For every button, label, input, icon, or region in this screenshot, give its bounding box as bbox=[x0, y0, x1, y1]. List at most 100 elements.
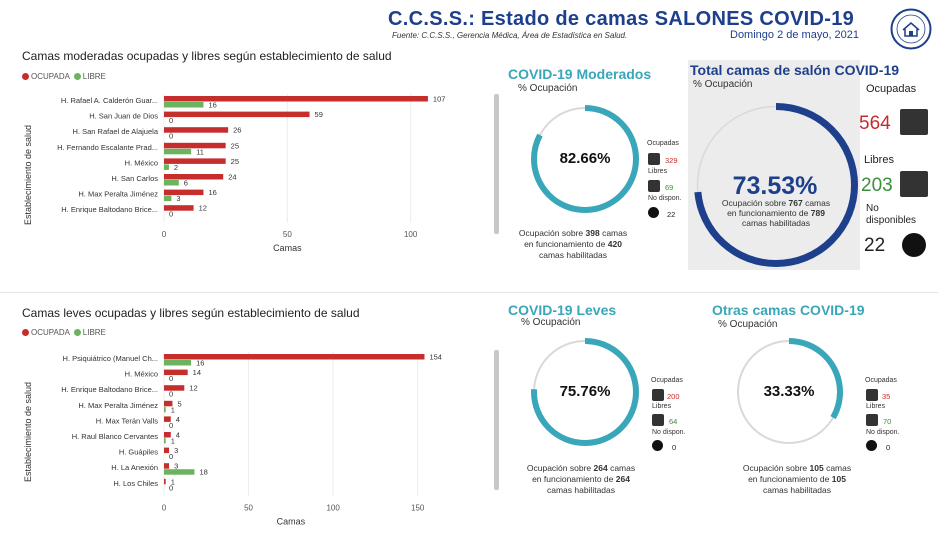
free-bed-icon bbox=[866, 414, 878, 426]
kpi-moderados-ocupadas: 329 bbox=[665, 156, 678, 165]
kpi-moderados-nodisp-label: No dispon. bbox=[648, 195, 682, 202]
bar-libre[interactable] bbox=[164, 164, 169, 170]
data-label: 16 bbox=[196, 359, 204, 368]
bar-ocupada[interactable] bbox=[164, 463, 170, 469]
donut-fill bbox=[531, 105, 639, 213]
category-label: H. San Juan de Dios bbox=[89, 112, 158, 121]
kpi-otras-nodisp: 0 bbox=[886, 443, 891, 452]
bar-libre[interactable] bbox=[164, 195, 172, 202]
bar-libre[interactable] bbox=[164, 438, 166, 444]
bar-ocupada[interactable] bbox=[164, 416, 171, 422]
kpi-otras-title: Otras camas COVID-19 bbox=[712, 302, 865, 318]
category-label: H. Enrique Baltodano Brice... bbox=[61, 385, 158, 394]
kpi-leves-donut bbox=[531, 338, 639, 446]
data-label: 1 bbox=[171, 405, 175, 414]
occupied-bed-icon bbox=[866, 389, 878, 401]
bar-ocupada[interactable] bbox=[164, 432, 171, 438]
legend-ocupada-icon bbox=[22, 73, 29, 81]
x-tick-label: 50 bbox=[283, 230, 292, 239]
data-label: 12 bbox=[199, 204, 207, 213]
category-label: H. Max Peralta Jiménez bbox=[78, 401, 158, 410]
kpi-leves-value: 75.76% bbox=[559, 383, 611, 400]
bar-libre[interactable] bbox=[164, 102, 204, 108]
x-tick-label: 150 bbox=[411, 503, 425, 512]
kpi-leves-ocupadas: 200 bbox=[667, 392, 680, 401]
data-label: 3 bbox=[176, 194, 180, 203]
data-label: 0 bbox=[169, 390, 173, 399]
bar-ocupada[interactable] bbox=[164, 354, 425, 360]
kpi-total-caption: Ocupación sobre 767 camas en funcionamie… bbox=[721, 198, 831, 228]
kpi-total-ocupadas-label: Ocupadas bbox=[866, 83, 917, 95]
data-label: 18 bbox=[199, 468, 207, 477]
data-label: 4 bbox=[176, 415, 180, 424]
bar-ocupada[interactable] bbox=[164, 189, 204, 196]
kpi-leves-subtitle: % Ocupación bbox=[521, 317, 581, 328]
source-note: Fuente: C.C.S.S., Gerencia Médica, Área … bbox=[392, 31, 628, 40]
bar-ocupada[interactable] bbox=[164, 174, 224, 180]
data-label: 0 bbox=[169, 452, 173, 461]
category-label: H. Raul Blanco Cervantes bbox=[72, 432, 159, 441]
data-label: 0 bbox=[169, 421, 173, 430]
bar-ocupada[interactable] bbox=[164, 96, 428, 102]
bar-ocupada[interactable] bbox=[164, 447, 170, 454]
bar-libre[interactable] bbox=[164, 180, 179, 186]
data-label: 3 bbox=[174, 446, 178, 455]
kpi-total-libres: 203 bbox=[861, 175, 893, 196]
kpi-leves-title: COVID-19 Leves bbox=[508, 302, 617, 318]
bar-ocupada[interactable] bbox=[164, 127, 229, 133]
kpi-total-subtitle: % Ocupación bbox=[693, 79, 753, 90]
section-divider bbox=[0, 292, 938, 293]
kpi-otras-libres-label: Libres bbox=[866, 403, 886, 410]
kpi-moderados-value: 82.66% bbox=[559, 150, 611, 167]
category-label: H. Los Chiles bbox=[113, 479, 158, 488]
kpi-moderados-subtitle: % Ocupación bbox=[518, 83, 578, 94]
chart-moderadas: 0 50 100 Camas H. Rafael A. Calderón Guar...… bbox=[57, 94, 445, 253]
bar-libre[interactable] bbox=[164, 406, 166, 413]
chart-moderadas-scrollbar[interactable] bbox=[494, 94, 499, 234]
bar-ocupada[interactable] bbox=[164, 142, 226, 149]
legend-libre-label: LIBRE bbox=[82, 328, 106, 337]
category-label: H. Guápiles bbox=[119, 448, 158, 457]
kpi-total-libres-label: Libres bbox=[864, 154, 894, 166]
kpi-moderados-ocupadas-label: Ocupadas bbox=[647, 140, 679, 147]
bar-libre[interactable] bbox=[164, 469, 195, 475]
kpi-total-value: 73.53% bbox=[732, 172, 818, 200]
bar-ocupada[interactable] bbox=[164, 400, 173, 407]
bar-ocupada[interactable] bbox=[164, 205, 194, 211]
bar-ocupada[interactable] bbox=[164, 385, 185, 391]
category-label: H. Rafael A. Calderón Guar... bbox=[61, 96, 158, 105]
bar-libre[interactable] bbox=[164, 148, 192, 155]
category-label: H. México bbox=[125, 370, 158, 379]
kpi-otras-ocupadas-label: Ocupadas bbox=[865, 377, 897, 384]
bar-ocupada[interactable] bbox=[164, 478, 166, 485]
category-label: H. San Rafael de Alajuela bbox=[73, 127, 159, 136]
data-label: 25 bbox=[231, 157, 239, 166]
data-label: 24 bbox=[228, 173, 236, 182]
data-label: 0 bbox=[169, 210, 173, 219]
bar-ocupada[interactable] bbox=[164, 369, 188, 376]
legend-ocupada-label: OCUPADA bbox=[31, 328, 70, 337]
chart-leves-scrollbar[interactable] bbox=[494, 350, 499, 490]
kpi-moderados-title: COVID-19 Moderados bbox=[508, 66, 652, 82]
x-tick-label: 100 bbox=[404, 230, 418, 239]
kpi-total-title: Total camas de salón COVID-19 bbox=[690, 62, 900, 78]
kpi-moderados-libres-label: Libres bbox=[648, 168, 668, 175]
x-tick-label: 50 bbox=[244, 503, 253, 512]
donut-fill bbox=[694, 103, 858, 267]
data-label: 25 bbox=[231, 141, 239, 150]
data-label: 3 bbox=[174, 462, 178, 471]
ban-icon bbox=[652, 440, 663, 451]
data-label: 1 bbox=[171, 437, 175, 446]
free-bed-icon bbox=[648, 180, 660, 192]
data-label: 4 bbox=[176, 431, 180, 440]
kpi-otras-libres: 70 bbox=[883, 417, 892, 426]
data-label: 0 bbox=[169, 116, 173, 125]
kpi-moderados-caption: Ocupación sobre 398 camas en funcionamie… bbox=[518, 228, 628, 260]
category-label: H. Enrique Baltodano Brice... bbox=[61, 205, 158, 214]
bar-ocupada[interactable] bbox=[164, 111, 310, 118]
bar-ocupada[interactable] bbox=[164, 158, 226, 164]
data-label: 6 bbox=[184, 179, 188, 188]
donut-fill bbox=[735, 338, 843, 446]
bar-libre[interactable] bbox=[164, 360, 192, 366]
kpi-leves-nodisp-label: No dispon. bbox=[652, 429, 686, 436]
